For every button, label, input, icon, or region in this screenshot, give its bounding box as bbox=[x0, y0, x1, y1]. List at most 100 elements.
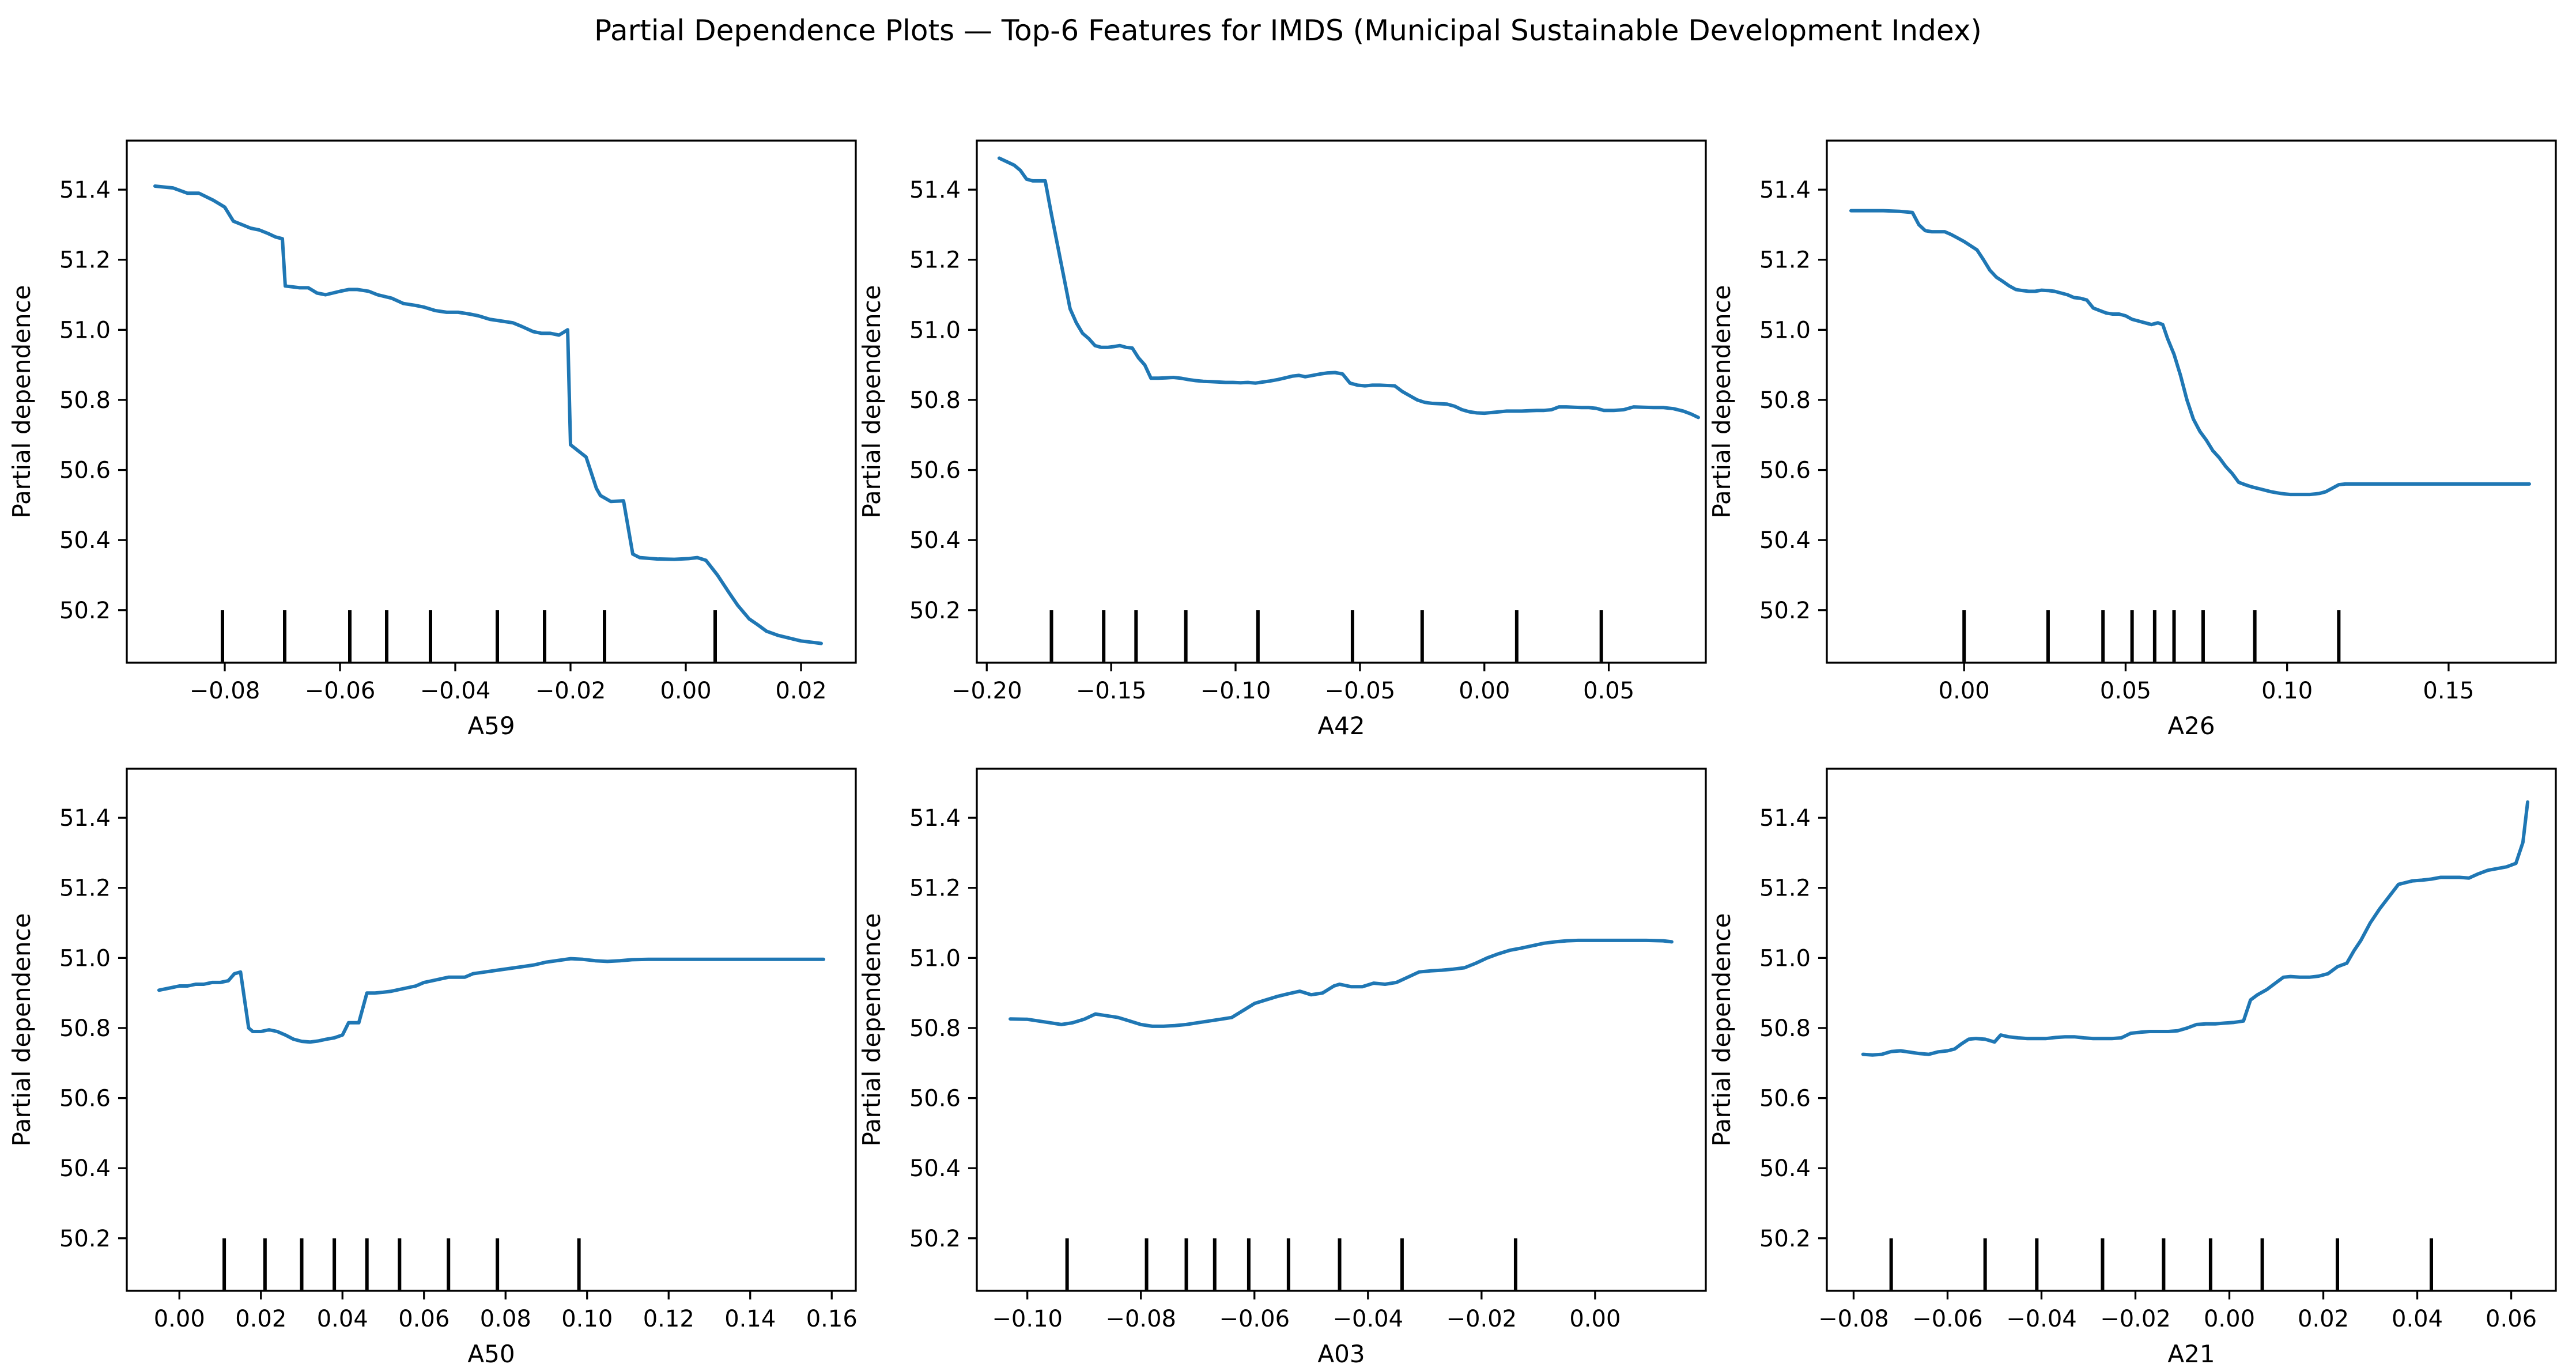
x-tick-label-a26: 0.05 bbox=[2100, 678, 2151, 704]
axes-frame-a42 bbox=[976, 139, 1707, 664]
axes-frame-a03 bbox=[976, 768, 1707, 1292]
axes-frame-a26 bbox=[1826, 139, 2557, 664]
y-tick-label-a59: 51.2 bbox=[59, 247, 111, 274]
y-tick-label-a59: 50.4 bbox=[59, 527, 111, 554]
y-tick-label-a26: 50.8 bbox=[1759, 387, 1811, 414]
x-tick-label-a50: 0.06 bbox=[398, 1306, 450, 1332]
rug-marks-a03 bbox=[1065, 1238, 1517, 1290]
x-tick-label-a21: 0.04 bbox=[2392, 1306, 2443, 1332]
y-tick-label-a50: 51.0 bbox=[59, 945, 111, 972]
rug-marks-a59 bbox=[221, 610, 717, 662]
y-tick-label-a59: 50.6 bbox=[59, 458, 111, 484]
x-axis-a21: −0.08 −0.06 −0.04 −0.02 0.00 0.02 0.04 0.06 bbox=[1818, 1291, 2537, 1332]
x-tick-label-a42: −0.10 bbox=[1200, 678, 1271, 704]
pdp-line-a59 bbox=[153, 184, 823, 645]
y-tick-label-a21: 50.6 bbox=[1759, 1086, 1811, 1112]
y-tick-label-a26: 51.2 bbox=[1759, 247, 1811, 274]
x-axis-label-a21: A21 bbox=[2167, 1340, 2215, 1364]
y-axis-label-a50: Partial dependence bbox=[7, 913, 36, 1146]
x-tick-label-a59: 0.02 bbox=[775, 678, 826, 704]
y-tick-label-a03: 50.2 bbox=[909, 1226, 961, 1252]
pdp-line-a42 bbox=[997, 156, 1700, 420]
y-tick-label-a26: 50.2 bbox=[1759, 598, 1811, 624]
x-tick-label-a42: 0.05 bbox=[1583, 678, 1634, 704]
x-tick-label-a21: −0.04 bbox=[2006, 1306, 2077, 1332]
x-tick-label-a42: −0.15 bbox=[1076, 678, 1147, 704]
y-tick-label-a50: 51.2 bbox=[59, 875, 111, 902]
axes-frame-a59 bbox=[126, 139, 857, 664]
y-tick-label-a42: 50.6 bbox=[909, 458, 961, 484]
y-tick-label-a50: 50.2 bbox=[59, 1226, 111, 1252]
figure-title: Partial Dependence Plots — Top-6 Feature… bbox=[594, 14, 1982, 47]
y-tick-label-a21: 51.4 bbox=[1759, 805, 1811, 832]
subplot-a03: −0.10 −0.08 −0.06 −0.04 −0.02 0.0050.250.450.… bbox=[858, 768, 1707, 1364]
y-axis-label-a59: Partial dependence bbox=[7, 285, 36, 518]
y-tick-label-a59: 51.4 bbox=[59, 177, 111, 203]
subplot-a59: −0.08 −0.06 −0.04 −0.02 0.00 0.02 50.2 50.4 50.6… bbox=[7, 139, 857, 740]
y-axis-a50: 50.2 50.4 50.6 50.8 51.0 51.2 51.4 bbox=[59, 805, 127, 1252]
y-tick-label-a03: 51.0 bbox=[909, 945, 961, 972]
pdp-line-a03 bbox=[1009, 938, 1674, 1028]
y-tick-label-a42: 50.8 bbox=[909, 387, 961, 414]
x-tick-label-a59: −0.06 bbox=[305, 678, 376, 704]
rug-marks-a50 bbox=[222, 1238, 581, 1290]
x-tick-label-a03: 0.00 bbox=[1569, 1306, 1621, 1332]
x-axis-a03: −0.10 −0.08 −0.06 −0.04 −0.02 0.00 bbox=[992, 1291, 1621, 1332]
x-tick-label-a50: 0.00 bbox=[154, 1306, 205, 1332]
x-tick-label-a50: 0.02 bbox=[235, 1306, 286, 1332]
axes-frame-a50 bbox=[126, 768, 857, 1292]
x-tick-label-a26: 0.15 bbox=[2423, 678, 2474, 704]
x-tick-label-a21: −0.08 bbox=[1818, 1306, 1889, 1332]
y-axis-label-a03: Partial dependence bbox=[858, 913, 886, 1146]
y-tick-label-a21: 50.4 bbox=[1759, 1155, 1811, 1182]
x-tick-label-a03: −0.10 bbox=[992, 1306, 1063, 1332]
y-axis-label-a26: Partial dependence bbox=[1708, 285, 1736, 518]
y-tick-label-a21: 51.2 bbox=[1759, 875, 1811, 902]
y-tick-label-a42: 51.4 bbox=[909, 177, 961, 203]
y-tick-label-a42: 50.2 bbox=[909, 598, 961, 624]
y-tick-label-a59: 50.2 bbox=[59, 598, 111, 624]
x-tick-label-a21: −0.02 bbox=[2100, 1306, 2171, 1332]
x-tick-label-a42: 0.00 bbox=[1459, 678, 1510, 704]
x-tick-label-a03: −0.06 bbox=[1219, 1306, 1290, 1332]
x-axis-a42: −0.20 −0.15 −0.10 −0.05 0.00 0.05 bbox=[951, 663, 1634, 704]
y-tick-label-a50: 51.4 bbox=[59, 805, 111, 832]
y-axis-a59: 50.2 50.4 50.6 50.8 51.0 51.2 51.4 bbox=[59, 177, 127, 624]
y-axis-a03: 50.2 50.4 50.6 50.8 51.0 51.2 51.4 bbox=[909, 805, 977, 1252]
y-tick-label-a21: 50.2 bbox=[1759, 1226, 1811, 1252]
axes-frame-a21 bbox=[1826, 768, 2557, 1292]
x-axis-label-a03: A03 bbox=[1317, 1340, 1365, 1364]
subplot-a50: 0.00 0.02 0.04 0.06 0.08 0.10 0.12 0.14 0.16 50.2… bbox=[7, 768, 858, 1364]
x-tick-label-a50: 0.08 bbox=[480, 1306, 531, 1332]
x-tick-label-a21: 0.00 bbox=[2204, 1306, 2255, 1332]
subplot-a21: −0.08 −0.06 −0.04 −0.02 0.00 0.02 0.04 0.06 50.2… bbox=[1708, 768, 2557, 1364]
x-tick-label-a50: 0.14 bbox=[724, 1306, 776, 1332]
x-tick-label-a03: −0.02 bbox=[1446, 1306, 1517, 1332]
y-tick-label-a59: 51.0 bbox=[59, 317, 111, 343]
x-tick-label-a50: 0.04 bbox=[317, 1306, 368, 1332]
y-tick-label-a03: 50.8 bbox=[909, 1015, 961, 1042]
x-tick-label-a50: 0.16 bbox=[806, 1306, 858, 1332]
x-axis-label-a26: A26 bbox=[2167, 712, 2215, 740]
x-tick-label-a26: 0.00 bbox=[1939, 678, 1990, 704]
x-tick-label-a59: −0.08 bbox=[190, 678, 260, 704]
x-axis-a26: 0.00 0.05 0.10 0.15 bbox=[1939, 663, 2474, 704]
y-tick-label-a42: 50.4 bbox=[909, 527, 961, 554]
y-axis-label-a21: Partial dependence bbox=[1708, 913, 1736, 1146]
x-tick-label-a03: −0.08 bbox=[1105, 1306, 1176, 1332]
x-axis-label-a50: A50 bbox=[467, 1340, 515, 1364]
subplot-a26: 0.00 0.05 0.10 0.15 50.2 50.4 50.6 50.8 51.0 51.2… bbox=[1708, 139, 2557, 740]
y-axis-a42: 50.2 50.4 50.6 50.8 51.0 51.2 51.4 bbox=[909, 177, 977, 624]
x-tick-label-a59: 0.00 bbox=[660, 678, 711, 704]
x-tick-label-a50: 0.12 bbox=[643, 1306, 694, 1332]
y-tick-label-a26: 51.4 bbox=[1759, 177, 1811, 203]
y-tick-label-a03: 51.4 bbox=[909, 805, 961, 832]
y-axis-a26: 50.2 50.4 50.6 50.8 51.0 51.2 51.4 bbox=[1759, 177, 1827, 624]
x-axis-a50: 0.00 0.02 0.04 0.06 0.08 0.10 0.12 0.14 0.16 bbox=[154, 1291, 858, 1332]
x-tick-label-a42: −0.20 bbox=[951, 678, 1022, 704]
y-tick-label-a03: 51.2 bbox=[909, 875, 961, 902]
x-axis-label-a59: A59 bbox=[467, 712, 515, 740]
y-tick-label-a42: 51.0 bbox=[909, 317, 961, 343]
